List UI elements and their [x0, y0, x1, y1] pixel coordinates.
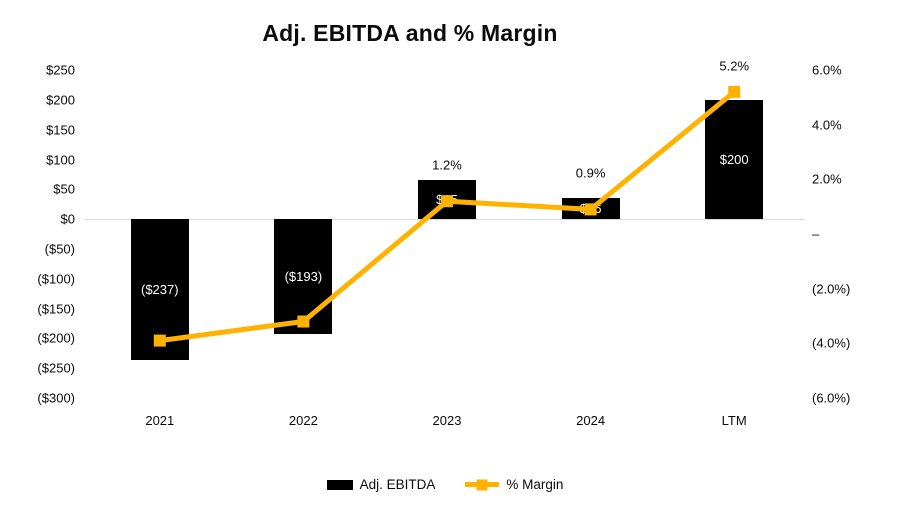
margin-point-label: 5.2% [719, 58, 750, 74]
margin-point-marker [584, 203, 597, 216]
x-axis-label: 2021 [145, 413, 175, 428]
right-axis-tick: (4.0%) [812, 335, 851, 351]
ebitda-bar: $200 [705, 99, 764, 220]
left-axis-tick: ($100) [37, 271, 75, 287]
left-axis-tick: $100 [46, 152, 75, 167]
left-axis-tick: $0 [60, 211, 75, 227]
x-axis-label: 2022 [288, 413, 318, 428]
x-axis-label: 2024 [576, 413, 606, 428]
right-axis-tick: 2.0% [812, 171, 842, 187]
left-axis-tick: $250 [46, 62, 75, 78]
margin-legend-swatch [465, 479, 500, 490]
left-axis-tick: ($250) [37, 360, 75, 376]
margin-point-label: 1.2% [432, 157, 462, 173]
ebitda-bar: ($193) [274, 219, 333, 335]
left-axis-tick: ($200) [37, 330, 75, 346]
left-axis-tick: $50 [53, 181, 75, 197]
left-axis-tick: ($150) [37, 301, 75, 316]
ebitda-bar-label: $200 [719, 151, 749, 167]
legend-item-ebitda: Adj. EBITDA [326, 477, 436, 492]
right-axis-tick: (6.0%) [812, 390, 851, 406]
margin-line [159, 89, 736, 344]
left-axis-tick: ($300) [37, 390, 75, 406]
margin-point-marker [153, 334, 166, 347]
legend-item-margin: % Margin [465, 477, 563, 492]
legend-label-margin: % Margin [506, 477, 564, 492]
right-axis-tick: (2.0%) [812, 281, 851, 297]
margin-point-marker [441, 195, 453, 208]
margin-point-label: 0.9% [575, 165, 606, 181]
square-marker-icon [476, 479, 488, 490]
x-axis-label: 2023 [432, 413, 462, 428]
right-axis-tick: 6.0% [812, 62, 842, 78]
legend-label-ebitda: Adj. EBITDA [359, 477, 436, 492]
x-axis-label: LTM [721, 413, 747, 428]
ebitda-bar-label: ($193) [284, 269, 323, 285]
right-axis-tick: – [812, 226, 820, 242]
zero-gridline [85, 219, 805, 221]
left-axis-tick: $150 [46, 122, 75, 138]
margin-point-marker [728, 85, 741, 98]
right-axis-tick: 4.0% [812, 117, 842, 133]
legend: Adj. EBITDA % Margin [85, 477, 805, 492]
chart-title: Adj. EBITDA and % Margin [262, 20, 558, 46]
ebitda-bar-label: ($237) [141, 282, 179, 298]
margin-point-marker [297, 315, 310, 328]
left-axis-tick: ($50) [44, 241, 75, 257]
left-axis-tick: $200 [46, 92, 75, 108]
ebitda-legend-swatch [326, 479, 353, 490]
